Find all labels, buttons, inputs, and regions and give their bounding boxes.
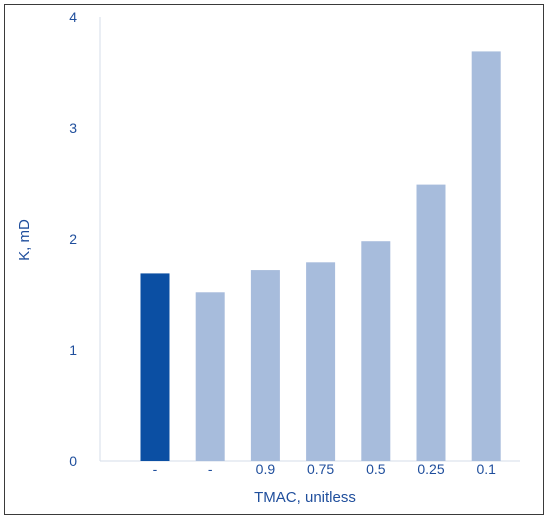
- bar: [471, 51, 501, 461]
- bar: [416, 184, 446, 462]
- x-tick-label: 0.9: [256, 461, 276, 477]
- bar: [195, 292, 225, 461]
- y-tick-label: 4: [69, 9, 77, 25]
- x-tick-label: 0.25: [417, 461, 444, 477]
- x-tick-label: -: [153, 461, 158, 477]
- y-axis-ticks: 0 1 2 3 4: [69, 9, 77, 469]
- y-tick-label: 2: [69, 231, 77, 247]
- x-axis-title: TMAC, unitless: [254, 489, 356, 506]
- x-tick-label: -: [208, 461, 213, 477]
- x-tick-label: 0.5: [366, 461, 386, 477]
- bar: [250, 270, 280, 461]
- x-tick-label: 0.75: [307, 461, 334, 477]
- y-axis-title: K, mD: [16, 219, 33, 261]
- y-tick-label: 1: [69, 342, 77, 358]
- y-tick-label: 3: [69, 120, 77, 136]
- bar: [361, 241, 391, 461]
- bar: [140, 273, 170, 461]
- bar: [306, 262, 336, 461]
- x-tick-label: 0.1: [476, 461, 496, 477]
- y-tick-label: 0: [69, 453, 77, 469]
- bars: [140, 51, 501, 462]
- x-axis-ticks: - - 0.9 0.75 0.5 0.25 0.1: [153, 461, 496, 477]
